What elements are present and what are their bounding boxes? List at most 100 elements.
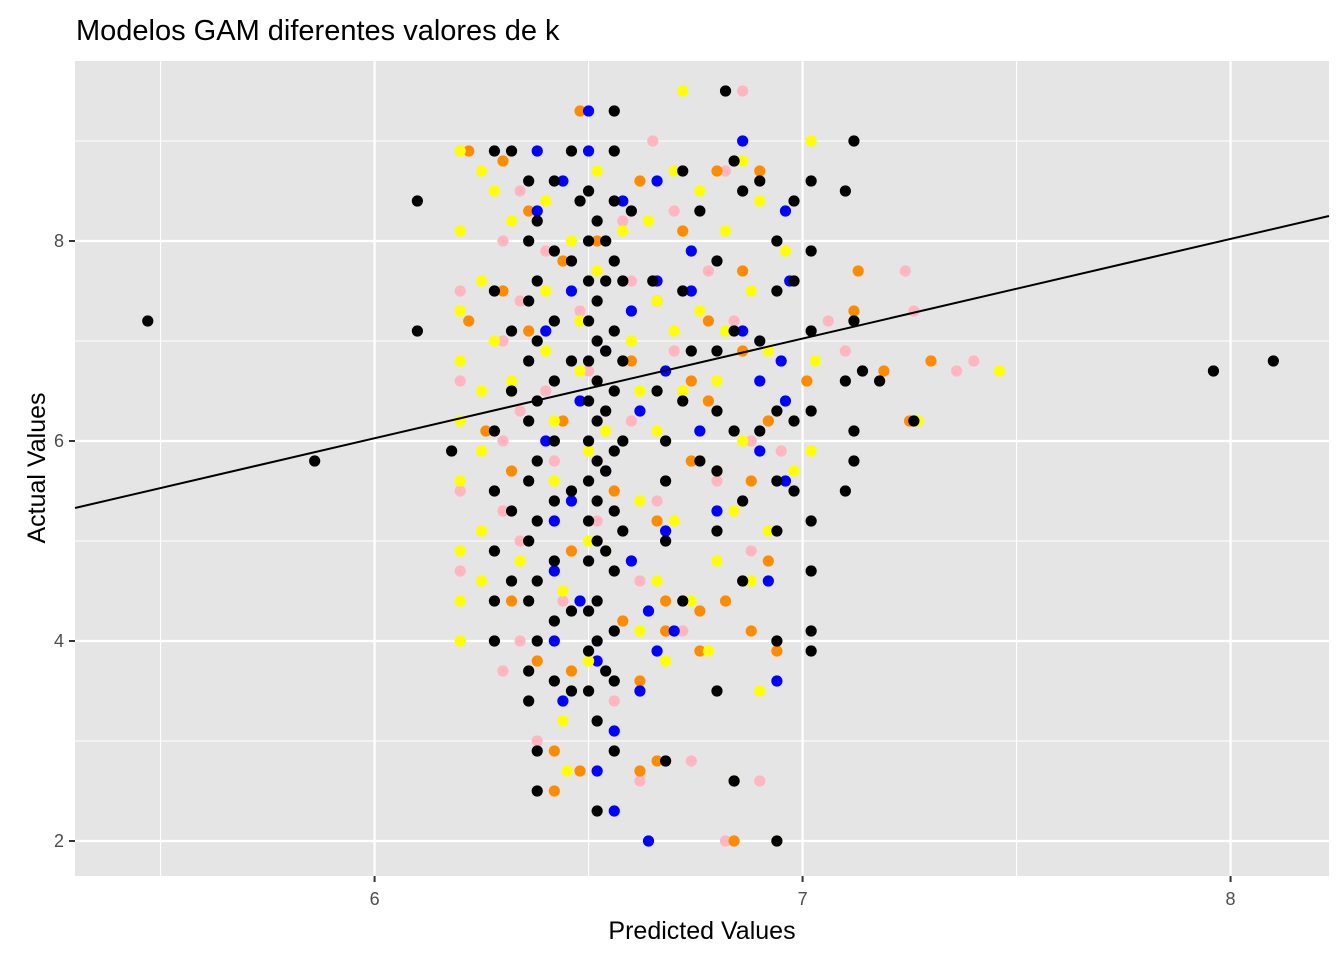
data-point: [677, 85, 689, 97]
data-point: [805, 325, 817, 337]
data-point: [771, 285, 783, 297]
data-point: [591, 165, 603, 177]
data-point: [651, 645, 663, 657]
data-point: [608, 445, 620, 457]
data-point: [475, 445, 488, 457]
data-point: [548, 675, 560, 687]
data-point: [565, 235, 578, 247]
data-point: [488, 425, 501, 437]
data-point: [745, 625, 757, 637]
data-point: [582, 475, 595, 487]
data-point: [805, 645, 817, 657]
data-point: [711, 475, 723, 487]
data-point: [775, 445, 787, 457]
data-point: [685, 345, 697, 357]
x-axis-ticks: 6 7 8: [370, 876, 1236, 909]
data-point: [574, 765, 586, 777]
data-point: [454, 285, 466, 297]
data-point: [475, 275, 488, 287]
data-point: [531, 735, 543, 747]
data-point: [625, 335, 637, 347]
data-point: [591, 235, 603, 247]
data-point: [1267, 355, 1279, 367]
data-point: [762, 555, 774, 567]
data-point: [779, 245, 792, 257]
data-point: [505, 575, 518, 587]
data-point: [480, 425, 492, 437]
data-point: [411, 325, 423, 337]
data-point: [557, 415, 569, 427]
data-point: [745, 545, 757, 557]
data-point: [548, 555, 560, 567]
data-point: [505, 215, 518, 227]
data-point: [411, 195, 423, 207]
data-point: [651, 385, 663, 397]
data-point: [608, 105, 620, 117]
x-tick-label: 7: [798, 889, 808, 909]
data-point: [737, 85, 749, 97]
data-point: [523, 695, 535, 707]
data-point: [591, 295, 603, 307]
data-point: [548, 415, 560, 427]
data-point: [993, 365, 1006, 377]
data-point: [591, 805, 603, 817]
data-point: [775, 355, 787, 367]
data-point: [548, 515, 560, 527]
data-point: [531, 275, 543, 287]
data-point: [852, 265, 864, 277]
data-point: [754, 175, 766, 187]
data-point: [788, 415, 800, 427]
data-point: [1207, 365, 1220, 377]
data-point: [531, 455, 543, 467]
data-point: [565, 495, 578, 507]
data-point: [454, 595, 466, 607]
data-point: [771, 525, 783, 537]
data-point: [771, 475, 783, 487]
y-tick-label: 4: [54, 631, 64, 651]
data-point: [497, 435, 509, 447]
data-point: [625, 275, 637, 287]
x-axis-label: Predicted Values: [608, 917, 795, 945]
data-point: [454, 635, 466, 647]
data-point: [514, 555, 526, 567]
data-point: [548, 475, 560, 487]
data-point: [565, 605, 578, 617]
data-point: [454, 475, 466, 487]
data-point: [874, 375, 886, 387]
data-point: [582, 355, 595, 367]
data-point: [574, 365, 586, 377]
data-point: [848, 305, 860, 317]
data-point: [561, 765, 573, 777]
data-point: [805, 175, 817, 187]
data-point: [647, 135, 659, 147]
data-point: [565, 685, 578, 697]
data-point: [677, 625, 689, 637]
data-point: [523, 295, 535, 307]
data-point: [754, 445, 766, 457]
data-point: [523, 325, 535, 337]
data-point: [711, 505, 723, 517]
data-point: [548, 615, 560, 627]
data-point: [591, 765, 603, 777]
data-point: [762, 575, 774, 587]
data-point: [523, 535, 535, 547]
data-point: [779, 205, 792, 217]
data-point: [548, 455, 560, 467]
data-point: [574, 305, 586, 317]
data-point: [660, 535, 672, 547]
data-point: [591, 415, 603, 427]
data-point: [719, 325, 732, 337]
data-point: [608, 505, 620, 517]
data-point: [608, 195, 620, 207]
data-point: [505, 595, 518, 607]
data-point: [617, 355, 629, 367]
data-point: [531, 515, 543, 527]
data-point: [565, 485, 578, 497]
data-point: [608, 725, 620, 737]
data-point: [608, 695, 620, 707]
data-point: [651, 575, 663, 587]
data-point: [531, 785, 543, 797]
data-point: [548, 175, 560, 187]
data-point: [908, 415, 920, 427]
